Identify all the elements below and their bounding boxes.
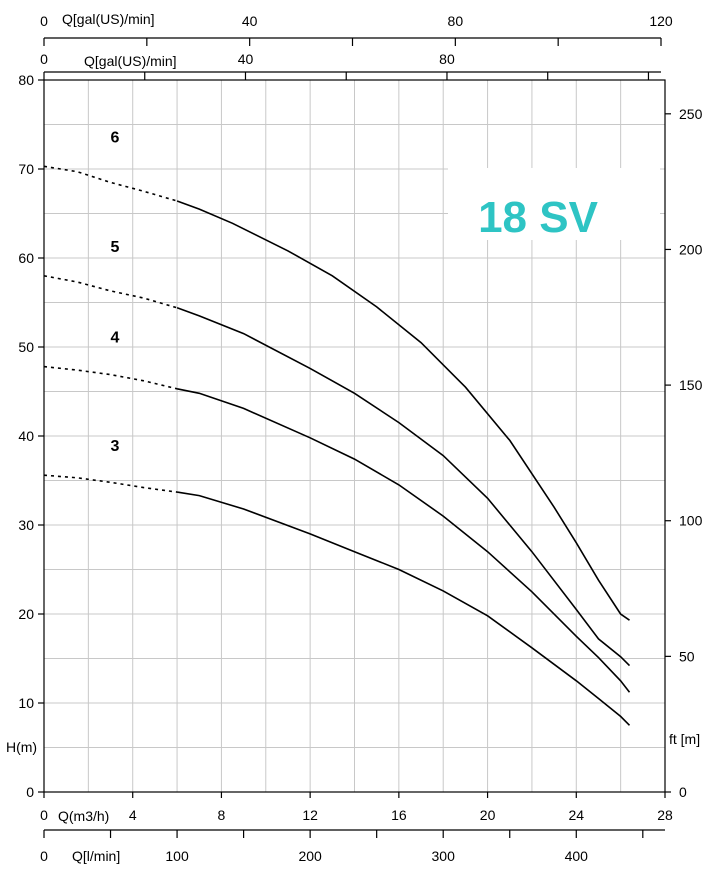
x-tick-label: 0 (40, 807, 48, 823)
curve-label-3: 3 (111, 438, 120, 455)
curve-4-line (176, 388, 631, 693)
y2-tick-label: 250 (679, 106, 703, 122)
x-tick-label: 8 (218, 807, 226, 823)
y2-tick-label: 100 (679, 513, 703, 529)
y-axis-label: H(m) (6, 739, 37, 755)
x-tick-label: 12 (302, 807, 318, 823)
bottom-axis-label: Q[l/min] (72, 848, 120, 864)
curve-3-dashed-segment (43, 474, 178, 493)
bottom-axis-tick-label: 300 (432, 848, 456, 864)
bottom-axis-tick-label: 0 (40, 848, 48, 864)
y2-tick-label: 200 (679, 241, 703, 257)
top-outer-tick-label: 80 (448, 13, 464, 29)
chart-title: 18 SV (478, 193, 599, 242)
top-outer-tick-label: 0 (40, 13, 48, 29)
y-tick-label: 80 (18, 72, 34, 88)
top-inner-tick-label: 0 (40, 51, 48, 67)
top-outer-axis-label: Q[gal(US)/min] (62, 11, 155, 27)
y2-tick-label: 0 (679, 784, 687, 800)
y-tick-label: 0 (26, 784, 34, 800)
bottom-axis-tick-label: 200 (298, 848, 322, 864)
curve-5-dashed-segment (43, 275, 178, 309)
curve-4-dashed-segment (43, 365, 178, 390)
y-tick-label: 50 (18, 339, 34, 355)
x-tick-label: 4 (129, 807, 137, 823)
y-tick-label: 40 (18, 428, 34, 444)
x-axis-label: Q(m3/h) (58, 808, 109, 824)
curve-5-line (176, 307, 631, 667)
x-tick-label: 28 (657, 807, 673, 823)
y-tick-label: 10 (18, 695, 34, 711)
curve-label-4: 4 (111, 330, 120, 347)
bottom-axis-tick-label: 400 (565, 848, 589, 864)
y2-axis-label: ft [m] (669, 731, 700, 747)
y-tick-label: 60 (18, 250, 34, 266)
title-backdrop (448, 168, 660, 240)
x-tick-label: 16 (391, 807, 407, 823)
curve-label-5: 5 (111, 239, 120, 256)
curve-label-6: 6 (111, 129, 120, 146)
y2-tick-label: 150 (679, 377, 703, 393)
bottom-axis-tick-label: 100 (165, 848, 189, 864)
top-outer-tick-label: 120 (649, 13, 673, 29)
y-tick-label: 20 (18, 606, 34, 622)
curve-6-line (176, 200, 630, 621)
curves (43, 165, 631, 726)
top-inner-axis-label: Q[gal(US)/min] (84, 53, 177, 69)
labels: 6 5 4 3 (111, 129, 120, 455)
y2-tick-label: 50 (679, 648, 695, 664)
x-tick-label: 20 (480, 807, 496, 823)
top-outer-tick-label: 40 (242, 13, 258, 29)
top-inner-tick-label: 80 (439, 51, 455, 67)
curve-3-line (176, 491, 631, 726)
y-tick-label: 30 (18, 517, 34, 533)
curve-6-dashed-segment (43, 165, 178, 202)
y-tick-label: 70 (18, 161, 34, 177)
x-tick-label: 24 (568, 807, 584, 823)
top-inner-tick-label: 40 (238, 51, 254, 67)
